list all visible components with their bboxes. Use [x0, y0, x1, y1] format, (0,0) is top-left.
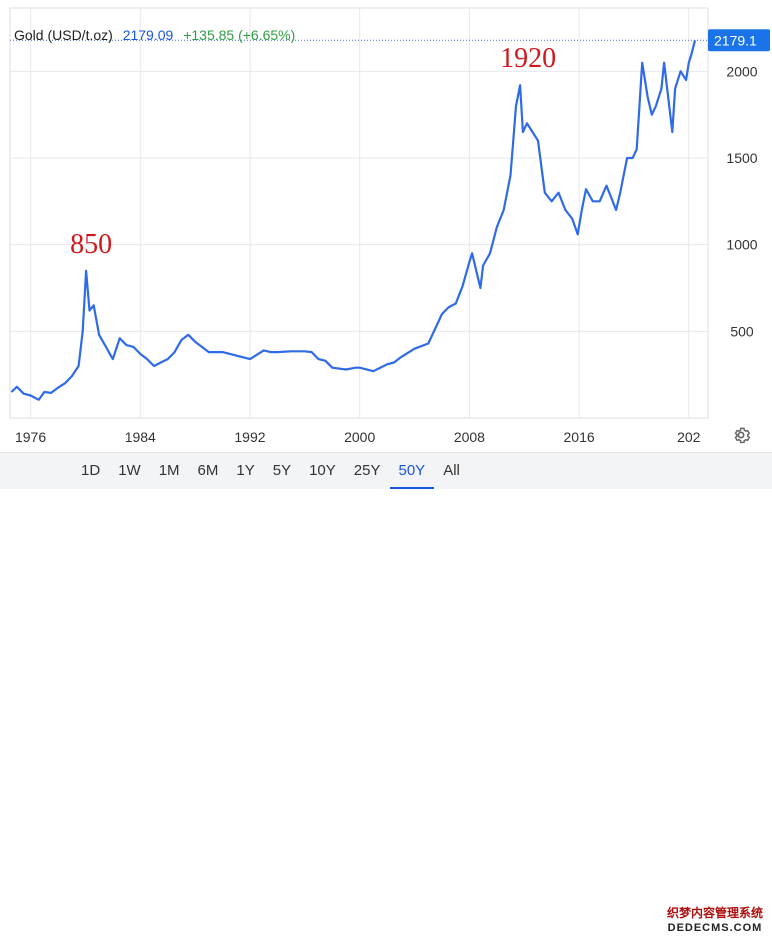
y-axis-labels: 500 1000 1500 2000: [726, 63, 757, 339]
y-tick-label: 1500: [726, 150, 757, 166]
range-all[interactable]: All: [443, 462, 460, 479]
annotation-850: 850: [70, 228, 113, 260]
x-tick-label: 2008: [454, 429, 485, 445]
y-tick-label: 1000: [726, 237, 757, 253]
range-1m[interactable]: 1M: [158, 462, 180, 479]
annotation-1920: 1920: [500, 43, 557, 75]
range-buttons: 1D 1W 1M 6M 1Y 5Y 10Y 25Y 50Y All: [72, 453, 469, 489]
x-tick-label: 2016: [564, 429, 595, 445]
range-10y[interactable]: 10Y: [309, 462, 336, 479]
range-1y[interactable]: 1Y: [236, 462, 255, 479]
last-price-tag: 2179.1: [708, 29, 770, 52]
chart-header: Gold (USD/t.oz) 2179.09 +135.85 (+6.65%): [14, 27, 301, 43]
range-1d[interactable]: 1D: [81, 462, 101, 479]
range-selector-bar: 1D 1W 1M 6M 1Y 5Y 10Y 25Y 50Y All 织梦内容管理…: [0, 452, 772, 934]
price-change: +135.85 (+6.65%): [183, 27, 296, 43]
range-1w[interactable]: 1W: [118, 462, 141, 479]
x-tick-label: 1976: [15, 429, 46, 445]
gear-icon[interactable]: [730, 424, 752, 446]
x-tick-label-truncated: 202: [677, 429, 701, 445]
chart-gridlines: [9, 7, 709, 419]
y-tick-label: 500: [730, 323, 754, 339]
range-25y[interactable]: 25Y: [353, 462, 381, 479]
last-price: 2179.09: [122, 27, 174, 43]
last-price-tag-label: 2179.1: [714, 32, 757, 48]
x-tick-label: 1984: [125, 429, 156, 445]
watermark-line1: 织梦内容管理系统: [666, 906, 763, 920]
range-5y[interactable]: 5Y: [272, 462, 292, 479]
gold-price-chart: 500 1000 1500 2000 1976 1984 1992 2000 2008 2016…: [9, 7, 770, 445]
gold-price-line: [10, 40, 697, 401]
x-tick-label: 2000: [344, 429, 375, 445]
symbol-label: Gold (USD/t.oz): [14, 27, 113, 43]
watermark-line2: DEDECMS.COM: [667, 922, 763, 934]
range-50y[interactable]: 50Y: [389, 453, 435, 489]
x-tick-label: 1992: [234, 429, 265, 445]
y-tick-label: 2000: [726, 63, 757, 79]
watermark-logo: 织梦内容管理系统 DEDECMS.COM: [660, 906, 770, 940]
plot-frame: [9, 7, 709, 419]
x-axis-labels: 1976 1984 1992 2000 2008 2016 202: [15, 429, 701, 445]
range-6m[interactable]: 6M: [197, 462, 219, 479]
